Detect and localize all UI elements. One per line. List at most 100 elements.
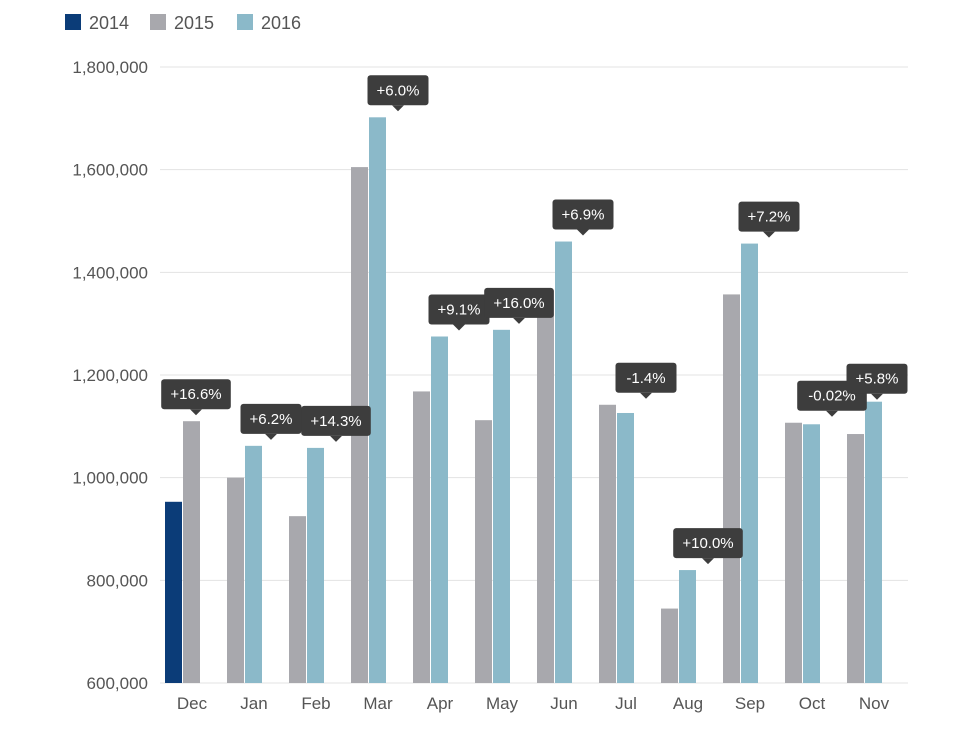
change-badge-box: [738, 201, 800, 232]
x-tick-label: Mar: [363, 694, 393, 713]
x-tick-label: Aug: [673, 694, 703, 713]
y-tick-label: 1,200,000: [72, 366, 148, 385]
legend-label: 2016: [261, 13, 301, 33]
change-badge-pointer: [702, 558, 714, 565]
bar-2015: [413, 391, 430, 683]
change-badge-box: [428, 294, 490, 325]
change-badge: +16.0%: [484, 287, 554, 324]
x-tick-label: Oct: [799, 694, 826, 713]
legend-label: 2014: [89, 13, 129, 33]
change-badge-box: [552, 199, 614, 230]
change-badge-pointer: [392, 105, 404, 112]
change-badge-box: [484, 287, 554, 318]
bar-2016: [369, 117, 386, 684]
change-badge: +14.3%: [301, 405, 371, 442]
change-badge-label: +7.2%: [748, 209, 791, 226]
y-tick-label: 600,000: [87, 674, 148, 693]
change-badge: -1.4%: [615, 362, 677, 399]
bar-2016: [803, 424, 820, 683]
change-badge: +6.2%: [240, 403, 302, 440]
bar-2015: [475, 420, 492, 683]
y-axis-ticks: 600,000 800,000 1,000,000 1,200,000 1,400,00…: [72, 58, 148, 693]
change-badge-label: +6.2%: [250, 411, 293, 428]
change-badge-label: +6.9%: [562, 207, 605, 224]
bar-2016: [307, 447, 324, 683]
bar-2015: [227, 477, 244, 683]
change-badge-label: +6.0%: [377, 82, 420, 99]
y-tick-label: 1,600,000: [72, 161, 148, 180]
x-tick-label: Jun: [550, 694, 577, 713]
legend-label: 2015: [174, 13, 214, 33]
bar-2015: [847, 434, 864, 683]
change-badge-label: -0.02%: [808, 388, 856, 405]
change-badge-label: -1.4%: [626, 370, 665, 387]
change-badge-pointer: [453, 324, 465, 331]
grid-lines: [160, 66, 908, 684]
bar-2016: [493, 329, 510, 683]
change-badge: +5.8%: [846, 363, 908, 400]
bar-2015: [785, 422, 802, 683]
x-tick-label: Sep: [735, 694, 765, 713]
bar-2015: [537, 290, 554, 683]
change-badge-label: +14.3%: [310, 413, 361, 430]
change-badge-pointer: [190, 409, 202, 416]
change-badge-label: +5.8%: [856, 371, 899, 388]
change-badge-label: +9.1%: [438, 302, 481, 319]
change-badge: +6.0%: [367, 75, 429, 112]
x-axis-ticks: Dec Jan Feb Mar Apr May Jun Jul Aug Sep Oct Nov: [177, 694, 890, 713]
change-badge: +16.6%: [161, 379, 231, 416]
change-badge-box: [615, 362, 677, 393]
legend-swatch: [237, 14, 253, 30]
bar-2016: [679, 570, 696, 683]
legend-swatch: [150, 14, 166, 30]
y-tick-label: 1,400,000: [72, 263, 148, 282]
change-badge-box: [673, 528, 743, 559]
change-badge: +9.1%: [428, 294, 490, 331]
bar-2015: [599, 404, 616, 683]
bars: [165, 117, 882, 684]
bar-2016: [865, 401, 882, 683]
x-tick-label: Feb: [301, 694, 330, 713]
change-badge-box: [301, 405, 371, 436]
bar-2015: [289, 516, 306, 683]
change-badge-pointer: [763, 231, 775, 238]
bar-2015: [183, 421, 200, 683]
bar-2016: [555, 241, 572, 684]
bar-2016: [741, 243, 758, 683]
y-tick-label: 1,000,000: [72, 469, 148, 488]
change-badge: +7.2%: [738, 201, 800, 238]
x-tick-label: Apr: [427, 694, 454, 713]
change-badge-pointer: [513, 317, 525, 324]
bar-2015: [661, 608, 678, 683]
bar-2016: [245, 445, 262, 683]
change-badge-pointer: [871, 393, 883, 400]
x-tick-label: Nov: [859, 694, 890, 713]
legend: 2014 2015 2016: [65, 13, 301, 33]
change-badge-box: [240, 403, 302, 434]
change-badge-pointer: [640, 392, 652, 399]
change-badge-box: [367, 75, 429, 106]
x-tick-label: May: [486, 694, 519, 713]
bar-2014: [165, 501, 182, 683]
change-badge-pointer: [265, 433, 277, 440]
change-badge-label: +16.6%: [170, 386, 221, 403]
change-badge: +10.0%: [673, 528, 743, 565]
x-tick-label: Dec: [177, 694, 208, 713]
y-tick-label: 1,800,000: [72, 58, 148, 77]
legend-swatch: [65, 14, 81, 30]
change-badge-box: [846, 363, 908, 394]
x-tick-label: Jan: [240, 694, 267, 713]
bar-2016: [431, 336, 448, 683]
bar-2016: [617, 412, 634, 683]
change-badge-box: [161, 379, 231, 410]
change-badge: +6.9%: [552, 199, 614, 236]
change-badge-pointer: [826, 410, 838, 417]
change-badge-label: +16.0%: [493, 295, 544, 312]
change-badge-pointer: [577, 229, 589, 236]
change-badge-pointer: [330, 435, 342, 442]
bar-2015: [723, 294, 740, 683]
y-tick-label: 800,000: [87, 571, 148, 590]
x-tick-label: Jul: [615, 694, 637, 713]
change-badges: +16.6% +6.2% +14.3% +6.0% +9.1% +16.0% +6.9% -1…: [161, 75, 908, 565]
